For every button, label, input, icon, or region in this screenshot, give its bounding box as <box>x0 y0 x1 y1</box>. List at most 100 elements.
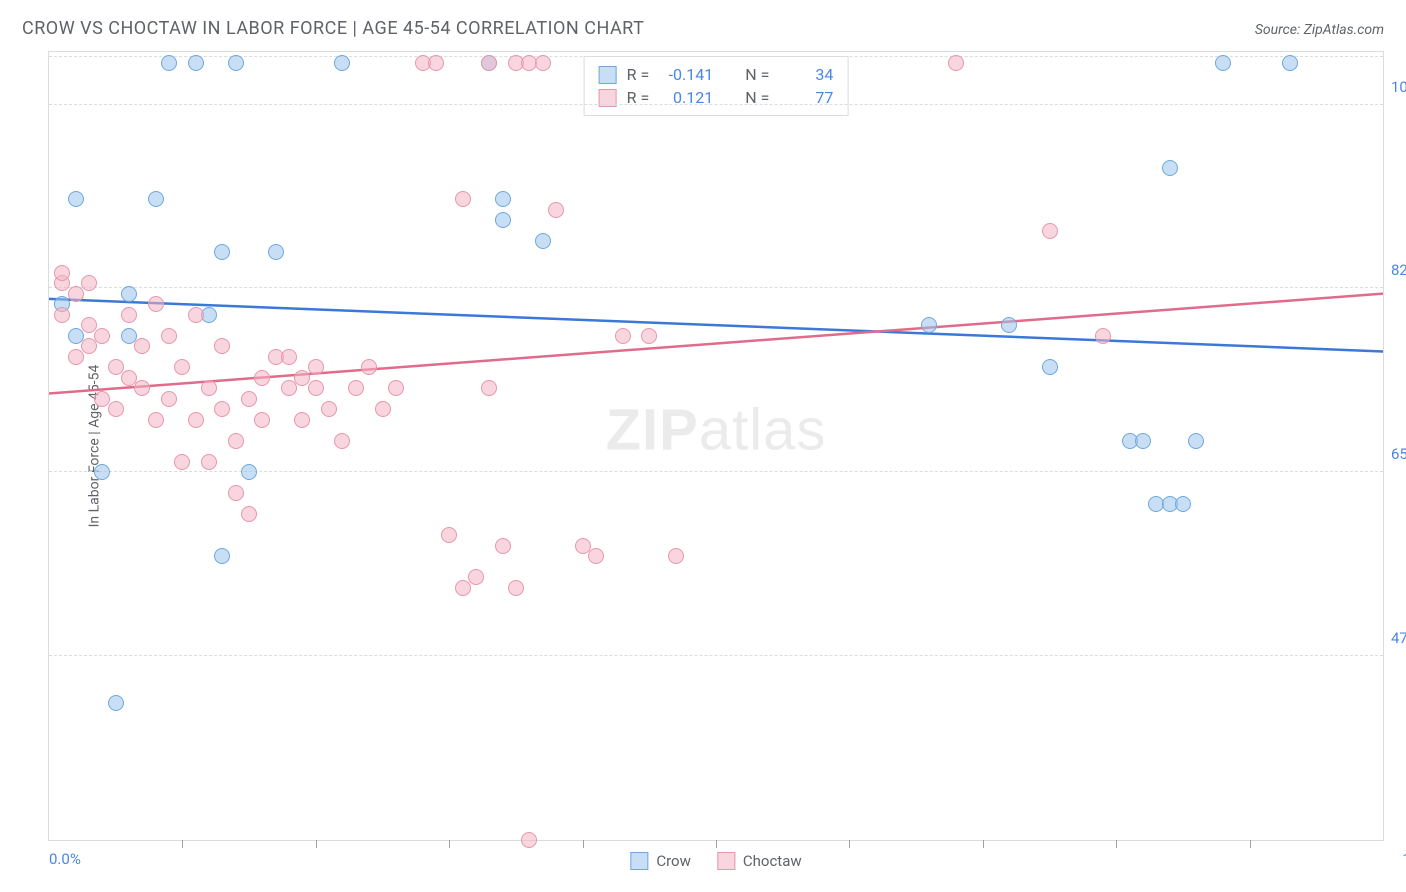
choctaw-point <box>148 296 164 312</box>
choctaw-point <box>54 265 70 281</box>
crow-point <box>1162 160 1178 176</box>
legend-row-choctaw: R = 0.121 N = 77 <box>599 86 834 109</box>
choctaw-point <box>668 548 684 564</box>
choctaw-point <box>161 391 177 407</box>
choctaw-point <box>388 380 404 396</box>
choctaw-point <box>54 307 70 323</box>
choctaw-point <box>188 307 204 323</box>
crow-r-value: -0.141 <box>659 65 713 84</box>
crow-point <box>268 244 284 260</box>
choctaw-point <box>495 538 511 554</box>
crow-point <box>921 317 937 333</box>
gridline <box>49 287 1383 288</box>
crow-point <box>495 191 511 207</box>
x-tick <box>449 840 450 848</box>
choctaw-point <box>174 359 190 375</box>
choctaw-point <box>455 580 471 596</box>
choctaw-point <box>948 55 964 71</box>
choctaw-point <box>1095 328 1111 344</box>
choctaw-point <box>548 202 564 218</box>
chart-title: CROW VS CHOCTAW IN LABOR FORCE | AGE 45-… <box>22 18 644 39</box>
series-legend: Crow Choctaw <box>630 852 801 870</box>
choctaw-point <box>81 338 97 354</box>
crow-point <box>214 548 230 564</box>
x-tick <box>849 840 850 848</box>
choctaw-point <box>521 832 537 848</box>
x-axis-max-label: 100.0% <box>1402 850 1406 868</box>
y-tick-label: 65.0% <box>1391 445 1406 463</box>
choctaw-point <box>348 380 364 396</box>
n-label: N = <box>745 65 769 84</box>
crow-point <box>535 233 551 249</box>
choctaw-point <box>121 307 137 323</box>
choctaw-point <box>94 328 110 344</box>
x-tick <box>583 840 584 848</box>
crow-point <box>148 191 164 207</box>
crow-n-value: 34 <box>779 65 833 84</box>
crow-point <box>1175 496 1191 512</box>
x-tick <box>1250 840 1251 848</box>
choctaw-point <box>281 380 297 396</box>
x-axis-min-label: 0.0% <box>49 850 81 868</box>
choctaw-point <box>254 412 270 428</box>
choctaw-point <box>174 454 190 470</box>
crow-point <box>214 244 230 260</box>
choctaw-point <box>588 548 604 564</box>
choctaw-point <box>201 454 217 470</box>
x-tick <box>1116 840 1117 848</box>
choctaw-point <box>214 401 230 417</box>
choctaw-point <box>68 349 84 365</box>
choctaw-point <box>468 569 484 585</box>
legend-item-crow: Crow <box>630 852 691 870</box>
gridline <box>49 56 1383 57</box>
y-tick-label: 47.5% <box>1391 629 1406 647</box>
choctaw-point <box>308 359 324 375</box>
choctaw-point <box>481 380 497 396</box>
x-tick <box>182 840 183 848</box>
choctaw-point <box>641 328 657 344</box>
gridline <box>49 104 1383 105</box>
crow-point <box>1001 317 1017 333</box>
r-label: R = <box>627 65 650 84</box>
legend-label-choctaw: Choctaw <box>743 852 802 870</box>
x-tick <box>716 840 717 848</box>
choctaw-point <box>508 580 524 596</box>
crow-point <box>228 55 244 71</box>
choctaw-point <box>214 338 230 354</box>
choctaw-point <box>228 433 244 449</box>
choctaw-point <box>148 412 164 428</box>
choctaw-point <box>161 328 177 344</box>
crow-point <box>1282 55 1298 71</box>
choctaw-point <box>241 391 257 407</box>
crow-point <box>1188 433 1204 449</box>
crow-point <box>334 55 350 71</box>
legend-label-crow: Crow <box>656 852 691 870</box>
choctaw-point <box>334 433 350 449</box>
choctaw-point <box>188 412 204 428</box>
choctaw-point <box>134 380 150 396</box>
crow-point <box>188 55 204 71</box>
legend-row-crow: R = -0.141 N = 34 <box>599 63 834 86</box>
legend-swatch-crow <box>599 66 617 84</box>
choctaw-point <box>201 380 217 396</box>
crow-point <box>94 464 110 480</box>
header: CROW VS CHOCTAW IN LABOR FORCE | AGE 45-… <box>0 0 1406 51</box>
legend-swatch-crow <box>630 852 648 870</box>
choctaw-point <box>375 401 391 417</box>
choctaw-point <box>134 338 150 354</box>
choctaw-point <box>615 328 631 344</box>
crow-point <box>241 464 257 480</box>
choctaw-point <box>308 380 324 396</box>
y-tick-label: 82.5% <box>1391 261 1406 279</box>
legend-swatch-choctaw <box>717 852 735 870</box>
crow-point <box>1042 359 1058 375</box>
legend-item-choctaw: Choctaw <box>717 852 802 870</box>
y-tick-label: 100.0% <box>1391 78 1406 96</box>
crow-point <box>1135 433 1151 449</box>
choctaw-point <box>241 506 257 522</box>
crow-point <box>121 286 137 302</box>
choctaw-point <box>228 485 244 501</box>
source-label: Source: ZipAtlas.com <box>1255 22 1384 38</box>
choctaw-point <box>81 275 97 291</box>
choctaw-point <box>481 55 497 71</box>
